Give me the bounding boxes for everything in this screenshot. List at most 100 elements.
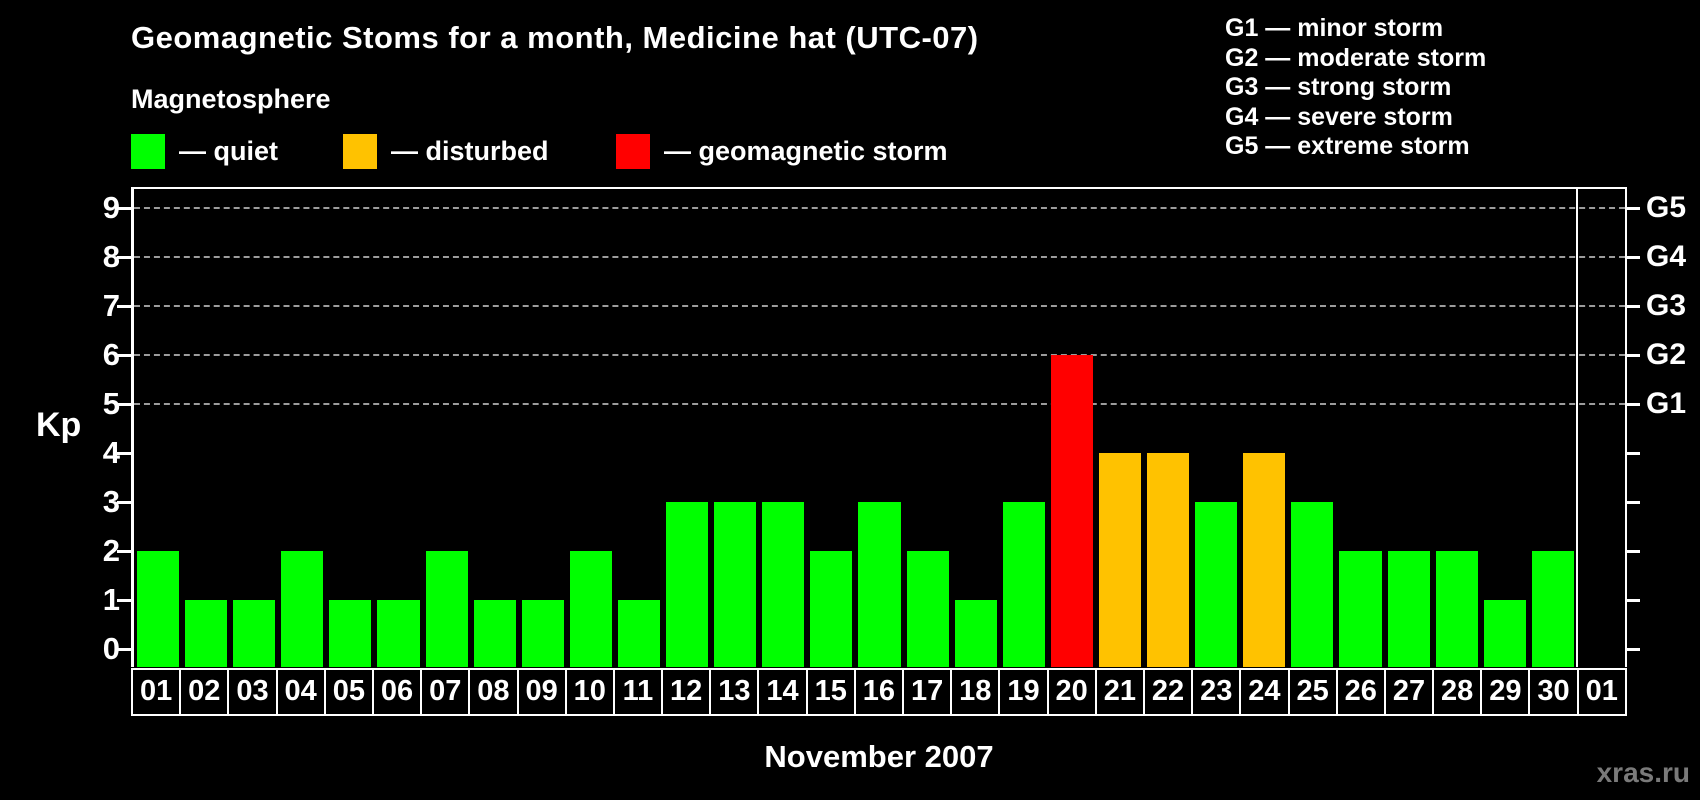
kp-bar-day-14 xyxy=(762,502,805,667)
y-axis-label-2: 2 xyxy=(102,533,120,568)
storm-scale-item: G5 — extreme storm xyxy=(1225,132,1470,160)
right-axis-tick xyxy=(1627,500,1640,504)
x-axis-day-cell: 11 xyxy=(612,668,664,716)
kp-bar-day-24 xyxy=(1243,453,1286,667)
x-axis-day-cell: 28 xyxy=(1432,668,1483,716)
kp-bar-day-27 xyxy=(1387,551,1430,667)
gridline-kp9 xyxy=(134,207,1625,209)
kp-bar-day-20 xyxy=(1050,355,1093,667)
y-axis-label-3: 3 xyxy=(102,484,120,519)
kp-bar-day-12 xyxy=(666,502,709,667)
y-axis-tick xyxy=(117,255,131,259)
kp-bar-day-28 xyxy=(1435,551,1478,667)
legend-item-storm: — geomagnetic storm xyxy=(616,133,948,169)
x-axis-day-cell: 18 xyxy=(950,668,1001,716)
kp-bar-day-01 xyxy=(137,551,180,667)
kp-bar-day-23 xyxy=(1195,502,1238,667)
right-axis-tick xyxy=(1627,206,1640,210)
gridline-kp8 xyxy=(134,256,1625,258)
y-axis-title: Kp xyxy=(36,406,82,444)
y-axis-label-4: 4 xyxy=(102,435,120,470)
x-axis-day-cell: 27 xyxy=(1383,668,1435,716)
y-axis-label-0: 0 xyxy=(102,631,120,666)
x-axis-day-cell: 24 xyxy=(1239,668,1290,716)
kp-bar-day-29 xyxy=(1483,600,1526,667)
y-axis-tick xyxy=(117,500,131,504)
kp-bar-day-09 xyxy=(521,600,564,667)
y-axis-label-8: 8 xyxy=(102,239,120,274)
x-axis-day-cell: 23 xyxy=(1191,668,1242,716)
legend-swatch-quiet xyxy=(131,133,165,169)
kp-bar-day-17 xyxy=(906,551,949,667)
y-axis-tick xyxy=(117,304,131,308)
kp-bar-day-19 xyxy=(1002,502,1045,667)
right-axis-tick xyxy=(1627,255,1640,259)
kp-bar-day-18 xyxy=(954,600,997,667)
x-axis-day-cell: 10 xyxy=(564,668,615,716)
legend-item-label: — quiet xyxy=(179,135,278,166)
x-axis-day-cell: 03 xyxy=(227,668,278,716)
right-axis-tick xyxy=(1627,598,1640,602)
kp-bar-day-13 xyxy=(714,502,757,667)
kp-bar-day-02 xyxy=(185,600,228,667)
x-axis-day-cell: 01 xyxy=(131,668,182,716)
gridline-kp5 xyxy=(134,403,1625,405)
right-axis-tick xyxy=(1627,549,1640,553)
x-axis-day-cell: 17 xyxy=(902,668,953,716)
x-axis-day-row: 01 02 03 04 05 06 07 08 09 10 11 12 13 14 15 16 17 18 19 20… xyxy=(131,668,1627,716)
y-axis-tick xyxy=(117,598,131,602)
y-axis-label-7: 7 xyxy=(102,288,120,323)
legend-item-disturbed: — disturbed xyxy=(343,133,549,169)
storm-scale-legend: G1 — minor storm G2 — moderate storm G3 — … xyxy=(1225,14,1486,162)
gridline-kp6 xyxy=(134,354,1625,356)
kp-bar-day-30 xyxy=(1531,551,1574,667)
x-axis-day-cell: 01 xyxy=(1576,668,1627,716)
y-axis-label-5: 5 xyxy=(102,386,120,421)
y-axis-tick xyxy=(117,451,131,455)
right-axis-tick xyxy=(1627,304,1640,308)
right-axis-tick xyxy=(1627,451,1640,455)
y-axis-tick xyxy=(117,402,131,406)
right-axis-tick xyxy=(1627,353,1640,357)
right-axis-tick xyxy=(1627,402,1640,406)
kp-bar-day-03 xyxy=(233,600,276,667)
x-axis-day-cell: 08 xyxy=(468,668,519,716)
y-axis-tick xyxy=(117,647,131,651)
x-axis-day-cell: 26 xyxy=(1335,668,1386,716)
x-axis-day-cell: 30 xyxy=(1528,668,1579,716)
y-axis-tick xyxy=(117,549,131,553)
y-axis-label-9: 9 xyxy=(102,190,120,225)
legend-item-label: — disturbed xyxy=(391,135,549,166)
legend-item-quiet: — quiet xyxy=(131,133,278,169)
right-axis-label-g1: G1 xyxy=(1646,387,1687,420)
x-axis-day-cell: 04 xyxy=(275,668,326,716)
kp-bar-day-06 xyxy=(377,600,420,667)
kp-bar-day-10 xyxy=(569,551,612,667)
x-axis-title: November 2007 xyxy=(764,739,994,774)
plot-area xyxy=(131,187,1627,667)
kp-bar-day-16 xyxy=(858,502,901,667)
y-axis-tick xyxy=(117,206,131,210)
storm-scale-item: G4 — severe storm xyxy=(1225,102,1453,131)
magnetosphere-legend-heading: Magnetosphere xyxy=(131,84,331,114)
legend-item-label: — geomagnetic storm xyxy=(664,135,948,166)
right-axis-label-g5: G5 xyxy=(1646,191,1687,224)
x-axis-day-cell: 20 xyxy=(1046,668,1097,716)
y-axis-label-1: 1 xyxy=(102,582,120,617)
kp-bar-day-15 xyxy=(810,551,853,667)
kp-bar-day-25 xyxy=(1291,502,1334,667)
legend-swatch-storm xyxy=(616,133,650,169)
x-axis-day-cell: 19 xyxy=(998,668,1049,716)
x-axis-day-cell: 15 xyxy=(805,668,856,716)
kp-bar-day-22 xyxy=(1147,453,1190,667)
storm-scale-item: G3 — strong storm xyxy=(1225,73,1452,101)
right-axis-tick xyxy=(1627,647,1640,651)
gridline-kp7 xyxy=(134,305,1625,307)
x-axis-day-cell: 06 xyxy=(371,668,423,716)
x-axis-day-cell: 25 xyxy=(1287,668,1338,716)
x-axis-day-cell: 07 xyxy=(420,668,471,716)
x-axis-day-cell: 21 xyxy=(1094,668,1145,716)
storm-scale-item: G1 — minor storm xyxy=(1225,14,1444,42)
kp-bar-day-07 xyxy=(425,551,468,667)
